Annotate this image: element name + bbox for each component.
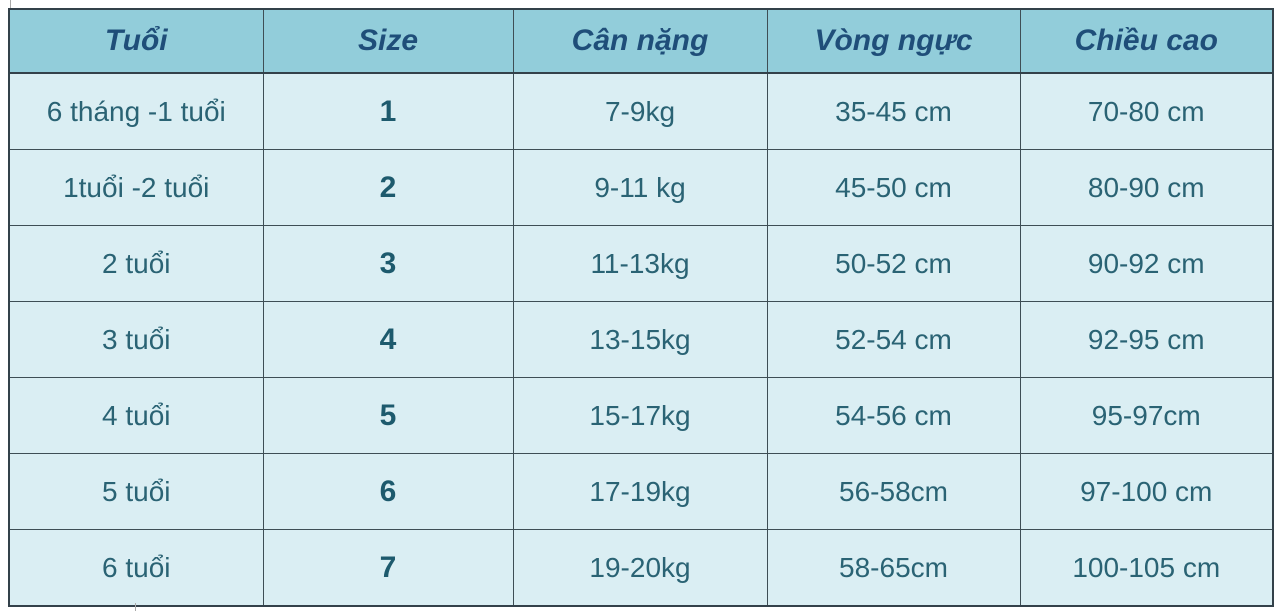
table-cell: 54-56 cm (766, 377, 1021, 454)
column-header-tuoi: Tuổi (8, 8, 264, 74)
table-cell: 80-90 cm (1019, 149, 1274, 226)
table-cell: 6 tháng -1 tuổi (8, 72, 264, 150)
table-cell: 17-19kg (512, 453, 768, 530)
column-header-vong-nguc: Vòng ngực (766, 8, 1021, 74)
table-body: 6 tháng -1 tuổi 1 7-9kg 35-45 cm 70-80 cm 1tu… (8, 72, 1274, 607)
table-cell: 56-58cm (766, 453, 1021, 530)
table-cell: 7 (262, 529, 514, 607)
table-cell: 100-105 cm (1019, 529, 1274, 607)
crop-mark-top (10, 0, 11, 8)
table-cell: 1 (262, 72, 514, 150)
table-cell: 4 (262, 301, 514, 378)
column-header-chieu-cao: Chiều cao (1019, 8, 1274, 74)
table-cell: 52-54 cm (766, 301, 1021, 378)
table-cell: 1tuổi -2 tuổi (8, 149, 264, 226)
column-header-size: Size (262, 8, 514, 74)
table-cell: 6 tuổi (8, 529, 264, 607)
table-cell: 9-11 kg (512, 149, 768, 226)
table-row: 4 tuổi 5 15-17kg 54-56 cm 95-97cm (8, 377, 1274, 454)
table-cell: 6 (262, 453, 514, 530)
table-row: 1tuổi -2 tuổi 2 9-11 kg 45-50 cm 80-90 cm (8, 149, 1274, 226)
table-cell: 35-45 cm (766, 72, 1021, 150)
table-cell: 45-50 cm (766, 149, 1021, 226)
table-cell: 50-52 cm (766, 225, 1021, 302)
table-cell: 92-95 cm (1019, 301, 1274, 378)
size-chart-table: Tuổi Size Cân nặng Vòng ngực Chiều cao 6 thá… (8, 8, 1274, 607)
table-cell: 13-15kg (512, 301, 768, 378)
table-cell: 11-13kg (512, 225, 768, 302)
table-row: 3 tuổi 4 13-15kg 52-54 cm 92-95 cm (8, 301, 1274, 378)
table-cell: 2 (262, 149, 514, 226)
table-cell: 3 tuổi (8, 301, 264, 378)
table-cell: 70-80 cm (1019, 72, 1274, 150)
table-cell: 7-9kg (512, 72, 768, 150)
table-cell: 95-97cm (1019, 377, 1274, 454)
table-cell: 5 tuổi (8, 453, 264, 530)
table-cell: 5 (262, 377, 514, 454)
table-row: 2 tuổi 3 11-13kg 50-52 cm 90-92 cm (8, 225, 1274, 302)
table-row: 6 tháng -1 tuổi 1 7-9kg 35-45 cm 70-80 cm (8, 72, 1274, 150)
table-row: 5 tuổi 6 17-19kg 56-58cm 97-100 cm (8, 453, 1274, 530)
table-header-row: Tuổi Size Cân nặng Vòng ngực Chiều cao (8, 8, 1274, 74)
column-header-can-nang: Cân nặng (512, 8, 768, 74)
table-cell: 4 tuổi (8, 377, 264, 454)
table-cell: 3 (262, 225, 514, 302)
table-cell: 2 tuổi (8, 225, 264, 302)
table-cell: 97-100 cm (1019, 453, 1274, 530)
table-cell: 19-20kg (512, 529, 768, 607)
crop-mark-bottom (135, 603, 136, 611)
table-cell: 90-92 cm (1019, 225, 1274, 302)
table-cell: 58-65cm (766, 529, 1021, 607)
table-cell: 15-17kg (512, 377, 768, 454)
table-row: 6 tuổi 7 19-20kg 58-65cm 100-105 cm (8, 529, 1274, 607)
